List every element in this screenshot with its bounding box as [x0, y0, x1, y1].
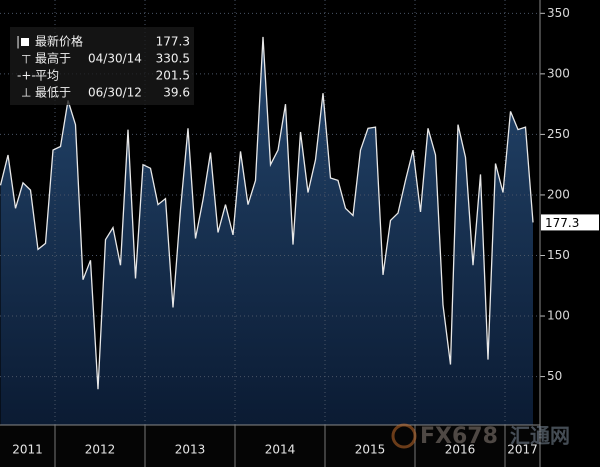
x-axis-band [0, 425, 540, 467]
last-value-box [541, 214, 599, 231]
y-tick-label: 50 [547, 369, 562, 383]
x-tick-label: 2014 [265, 443, 296, 457]
legend-label: 最高于 [35, 51, 71, 66]
line [0, 36, 534, 390]
y-tick-label: 250 [547, 127, 570, 141]
area [0, 36, 533, 426]
legend-value: 201.5 [156, 69, 190, 83]
legend-icon: ⊥ [21, 86, 31, 100]
legend-icon [21, 38, 29, 46]
x-tick-label: 2017 [507, 443, 538, 457]
legend-value: 330.5 [156, 52, 190, 66]
watermark-logo [391, 423, 417, 449]
legend-value: 177.3 [156, 35, 190, 49]
x-tick-label: 2015 [355, 443, 386, 457]
legend-date: 04/30/14 [88, 52, 142, 66]
legend-icon: ⊤ [21, 53, 31, 67]
legend-label: 最新价格 [35, 34, 83, 49]
legend-value: 39.6 [163, 86, 190, 100]
x-tick-label: 2011 [12, 443, 43, 457]
legend-label: 最低于 [35, 86, 71, 100]
legend-box [10, 27, 194, 105]
watermark-text: FX678 [420, 424, 498, 449]
x-tick-label: 2016 [445, 443, 476, 457]
legend-icon: | [16, 35, 20, 49]
y-tick-label: 300 [547, 66, 570, 80]
watermark-text: 汇通网 [510, 424, 570, 448]
legend-date: 06/30/12 [88, 86, 142, 100]
plot-area [0, 0, 540, 426]
x-tick-label: 2012 [85, 443, 116, 457]
last-value-label: 177.3 [545, 216, 579, 230]
legend-label: 平均 [35, 69, 59, 83]
watermark: FX678 汇通网 [391, 423, 570, 449]
y-tick-label: 200 [547, 187, 570, 201]
legend: | ⊤ -+- ⊥ 最新价格 177.3 最高于 04/30/14 330.5 … [10, 27, 194, 105]
y-tick-label: 100 [547, 309, 570, 323]
y-tick-label: 350 [547, 6, 570, 20]
legend-icon: -+- [17, 69, 36, 83]
y-tick-label: 150 [547, 248, 570, 262]
x-tick-label: 2013 [175, 443, 206, 457]
